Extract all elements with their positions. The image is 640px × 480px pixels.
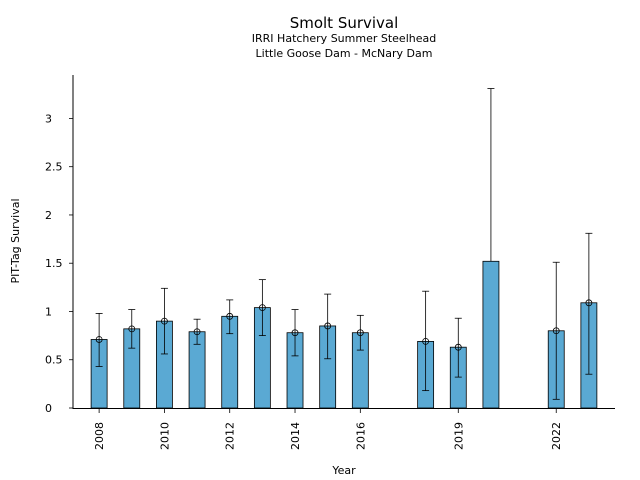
y-tick-label: 1.5 [45,257,63,270]
x-tick-label: 2012 [224,422,237,450]
point-marker-2018 [422,337,430,345]
point-marker-2015 [324,322,332,330]
y-axis-label: PIT-Tag Survival [9,198,22,283]
point-marker-2011 [193,328,201,336]
x-tick-label: 2014 [289,422,302,450]
y-tick-label: 1 [45,305,52,318]
point-marker-2019 [454,343,462,351]
x-tick-label: 2016 [354,422,367,450]
y-tick-label: 0 [45,402,52,415]
x-ticks-group: 2008 2010 2012 2014 2016 2019 2022 [93,409,563,450]
point-marker-2008 [95,336,103,343]
point-marker-2013 [258,304,266,312]
point-marker-2012 [226,312,234,320]
x-tick-label: 2008 [93,422,106,450]
bars-group [90,260,598,409]
x-tick-label: 2019 [452,422,465,450]
x-tick-label: 2010 [158,422,171,450]
bar-2020 [482,260,500,409]
y-ticks-group: 0 0.5 1 1.5 2 2.5 3 [45,112,73,415]
point-marker-2010 [161,317,168,325]
point-marker-2009 [128,325,136,333]
points-group [95,299,593,351]
chart-subtitle-line-1: IRRI Hatchery Summer Steelhead [252,32,436,45]
chart-subtitle-line-2: Little Goose Dam - McNary Dam [256,47,433,60]
point-marker-2014 [291,329,299,337]
y-tick-label: 2.5 [45,161,63,174]
x-axis-label: Year [331,464,356,477]
error-bars-group [95,88,593,400]
x-tick-label: 2022 [550,422,563,450]
y-tick-label: 3 [45,112,52,125]
y-tick-label: 0.5 [45,354,63,367]
point-marker-2022 [552,327,560,335]
point-marker-2023 [585,299,593,307]
chart-title: Smolt Survival [290,14,399,32]
point-marker-2016 [356,329,364,337]
y-tick-label: 2 [45,209,52,222]
